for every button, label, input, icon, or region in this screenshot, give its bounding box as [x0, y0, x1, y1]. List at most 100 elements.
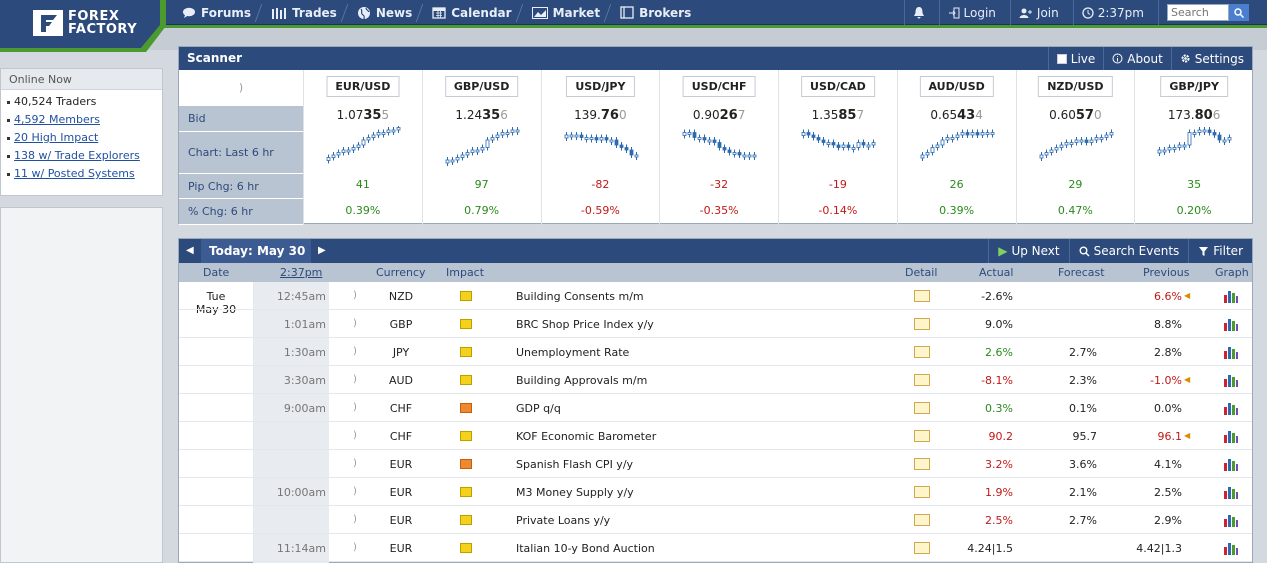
- clock-display[interactable]: 2:37pm: [1072, 0, 1152, 25]
- sound-icon[interactable]: ): [353, 486, 357, 497]
- nav-market[interactable]: Market: [522, 0, 611, 25]
- forex-factory-logo[interactable]: FOREX FACTORY: [0, 0, 160, 48]
- settings-button[interactable]: Settings: [1170, 47, 1252, 70]
- calendar-row[interactable]: 1:30am) JPY Unemployment Rate 2.6% 2.7% 2.8%: [179, 338, 1252, 366]
- sound-icon[interactable]: ): [353, 402, 357, 413]
- login-link[interactable]: Login: [938, 0, 1004, 25]
- detail-folder-icon[interactable]: [914, 542, 930, 554]
- online-stat[interactable]: 138 w/ Trade Explorers: [7, 147, 156, 165]
- event-title[interactable]: Unemployment Rate: [516, 346, 630, 359]
- impact-folder-icon[interactable]: [460, 403, 472, 413]
- impact-folder-icon[interactable]: [460, 319, 472, 329]
- sound-icon[interactable]: ): [353, 318, 357, 329]
- impact-folder-icon[interactable]: [460, 487, 472, 497]
- graph-icon[interactable]: [1223, 429, 1239, 443]
- sound-icon[interactable]: ): [353, 374, 357, 385]
- sound-icon[interactable]: ): [353, 290, 357, 301]
- online-stat[interactable]: 20 High Impact: [7, 129, 156, 147]
- online-stat-link[interactable]: 20 High Impact: [14, 131, 99, 144]
- pair-name[interactable]: NZD/USD: [1038, 76, 1113, 97]
- calendar-row[interactable]: ) CHF KOF Economic Barometer 90.2 95.7 96.1 ◀: [179, 422, 1252, 450]
- pair-name[interactable]: AUD/USD: [919, 76, 994, 97]
- online-stat[interactable]: 11 w/ Posted Systems: [7, 165, 156, 183]
- event-title[interactable]: KOF Economic Barometer: [516, 430, 657, 443]
- online-stat-link[interactable]: 138 w/ Trade Explorers: [14, 149, 140, 162]
- sound-icon[interactable]: ): [353, 542, 357, 553]
- graph-icon[interactable]: [1223, 401, 1239, 415]
- impact-folder-icon[interactable]: [460, 543, 472, 553]
- pair-name[interactable]: GBP/USD: [444, 76, 519, 97]
- nav-news[interactable]: News: [347, 0, 422, 25]
- sound-icon[interactable]: ): [353, 514, 357, 525]
- event-title[interactable]: GDP q/q: [516, 402, 561, 415]
- impact-folder-icon[interactable]: [460, 459, 472, 469]
- detail-folder-icon[interactable]: [914, 318, 930, 330]
- detail-folder-icon[interactable]: [914, 346, 930, 358]
- graph-icon[interactable]: [1223, 513, 1239, 527]
- header-time[interactable]: 2:37pm: [280, 266, 323, 279]
- graph-icon[interactable]: [1223, 485, 1239, 499]
- detail-folder-icon[interactable]: [914, 430, 930, 442]
- scanner-sound-icon[interactable]: ): [179, 70, 303, 106]
- pair-usd-cad[interactable]: USD/CAD 1.35857 -19 -0.14%: [778, 70, 897, 225]
- event-title[interactable]: BRC Shop Price Index y/y: [516, 318, 654, 331]
- detail-folder-icon[interactable]: [914, 402, 930, 414]
- calendar-row[interactable]: 1:01am) GBP BRC Shop Price Index y/y 9.0% 8.…: [179, 310, 1252, 338]
- calendar-row[interactable]: ) EUR Spanish Flash CPI y/y 3.2% 3.6% 4.1%: [179, 450, 1252, 478]
- pair-usd-chf[interactable]: USD/CHF 0.90267 -32 -0.35%: [659, 70, 778, 225]
- next-day-arrow-icon[interactable]: ▶: [318, 245, 326, 256]
- online-stat[interactable]: 4,592 Members: [7, 111, 156, 129]
- pair-usd-jpy[interactable]: USD/JPY 139.760 -82 -0.59%: [540, 70, 660, 225]
- online-stat-link[interactable]: 4,592 Members: [14, 113, 100, 126]
- calendar-row[interactable]: 11:14am) EUR Italian 10-y Bond Auction 4.24…: [179, 534, 1252, 562]
- detail-folder-icon[interactable]: [914, 514, 930, 526]
- event-title[interactable]: Building Approvals m/m: [516, 374, 648, 387]
- event-title[interactable]: Spanish Flash CPI y/y: [516, 458, 634, 471]
- event-title[interactable]: Building Consents m/m: [516, 290, 644, 303]
- pair-nzd-usd[interactable]: NZD/USD 0.60570 29 0.47%: [1015, 70, 1135, 225]
- event-title[interactable]: M3 Money Supply y/y: [516, 486, 634, 499]
- pair-gbp-jpy[interactable]: GBP/JPY 173.806 35 0.20%: [1134, 70, 1253, 225]
- impact-folder-icon[interactable]: [460, 347, 472, 357]
- pair-name[interactable]: USD/JPY: [566, 76, 635, 97]
- search-events-button[interactable]: Search Events: [1068, 239, 1189, 263]
- sound-icon[interactable]: ): [353, 430, 357, 441]
- pair-aud-usd[interactable]: AUD/USD 0.65434 26 0.39%: [896, 70, 1016, 225]
- pair-name[interactable]: USD/CHF: [682, 76, 756, 97]
- sound-icon[interactable]: ): [353, 458, 357, 469]
- graph-icon[interactable]: [1223, 457, 1239, 471]
- event-title[interactable]: Italian 10-y Bond Auction: [516, 542, 655, 555]
- nav-forums[interactable]: Forums: [172, 0, 261, 25]
- event-title[interactable]: Private Loans y/y: [516, 514, 611, 527]
- impact-folder-icon[interactable]: [460, 291, 472, 301]
- pair-gbp-usd[interactable]: GBP/USD 1.24356 97 0.79%: [421, 70, 541, 225]
- today-date[interactable]: Today: May 30: [201, 239, 311, 263]
- join-link[interactable]: Join: [1009, 0, 1067, 25]
- impact-folder-icon[interactable]: [460, 375, 472, 385]
- nav-brokers[interactable]: Brokers: [610, 0, 701, 25]
- calendar-row[interactable]: ) EUR Private Loans y/y 2.5% 2.7% 2.9%: [179, 506, 1252, 534]
- nav-calendar[interactable]: Calendar: [422, 0, 521, 25]
- search-input[interactable]: [1167, 4, 1229, 21]
- impact-folder-icon[interactable]: [460, 431, 472, 441]
- nav-trades[interactable]: Trades: [261, 0, 347, 25]
- pair-name[interactable]: GBP/JPY: [1160, 76, 1228, 97]
- about-button[interactable]: About: [1103, 47, 1170, 70]
- notifications-button[interactable]: [903, 0, 933, 25]
- graph-icon[interactable]: [1223, 373, 1239, 387]
- graph-icon[interactable]: [1223, 317, 1239, 331]
- calendar-row[interactable]: 10:00am) EUR M3 Money Supply y/y 1.9% 2.1% 2.…: [179, 478, 1252, 506]
- search-button[interactable]: [1229, 4, 1249, 21]
- detail-folder-icon[interactable]: [914, 458, 930, 470]
- impact-folder-icon[interactable]: [460, 515, 472, 525]
- detail-folder-icon[interactable]: [914, 486, 930, 498]
- graph-icon[interactable]: [1223, 289, 1239, 303]
- calendar-row[interactable]: 12:45am) NZD Building Consents m/m -2.6% 6.6…: [179, 282, 1252, 310]
- graph-icon[interactable]: [1223, 541, 1239, 555]
- detail-folder-icon[interactable]: [914, 374, 930, 386]
- prev-day-arrow-icon[interactable]: ◀: [186, 245, 194, 256]
- live-toggle[interactable]: Live: [1047, 47, 1104, 70]
- online-stat-link[interactable]: 11 w/ Posted Systems: [14, 167, 135, 180]
- calendar-row[interactable]: 3:30am) AUD Building Approvals m/m -8.1% 2.3…: [179, 366, 1252, 394]
- calendar-row[interactable]: 9:00am) CHF GDP q/q 0.3% 0.1% 0.0%: [179, 394, 1252, 422]
